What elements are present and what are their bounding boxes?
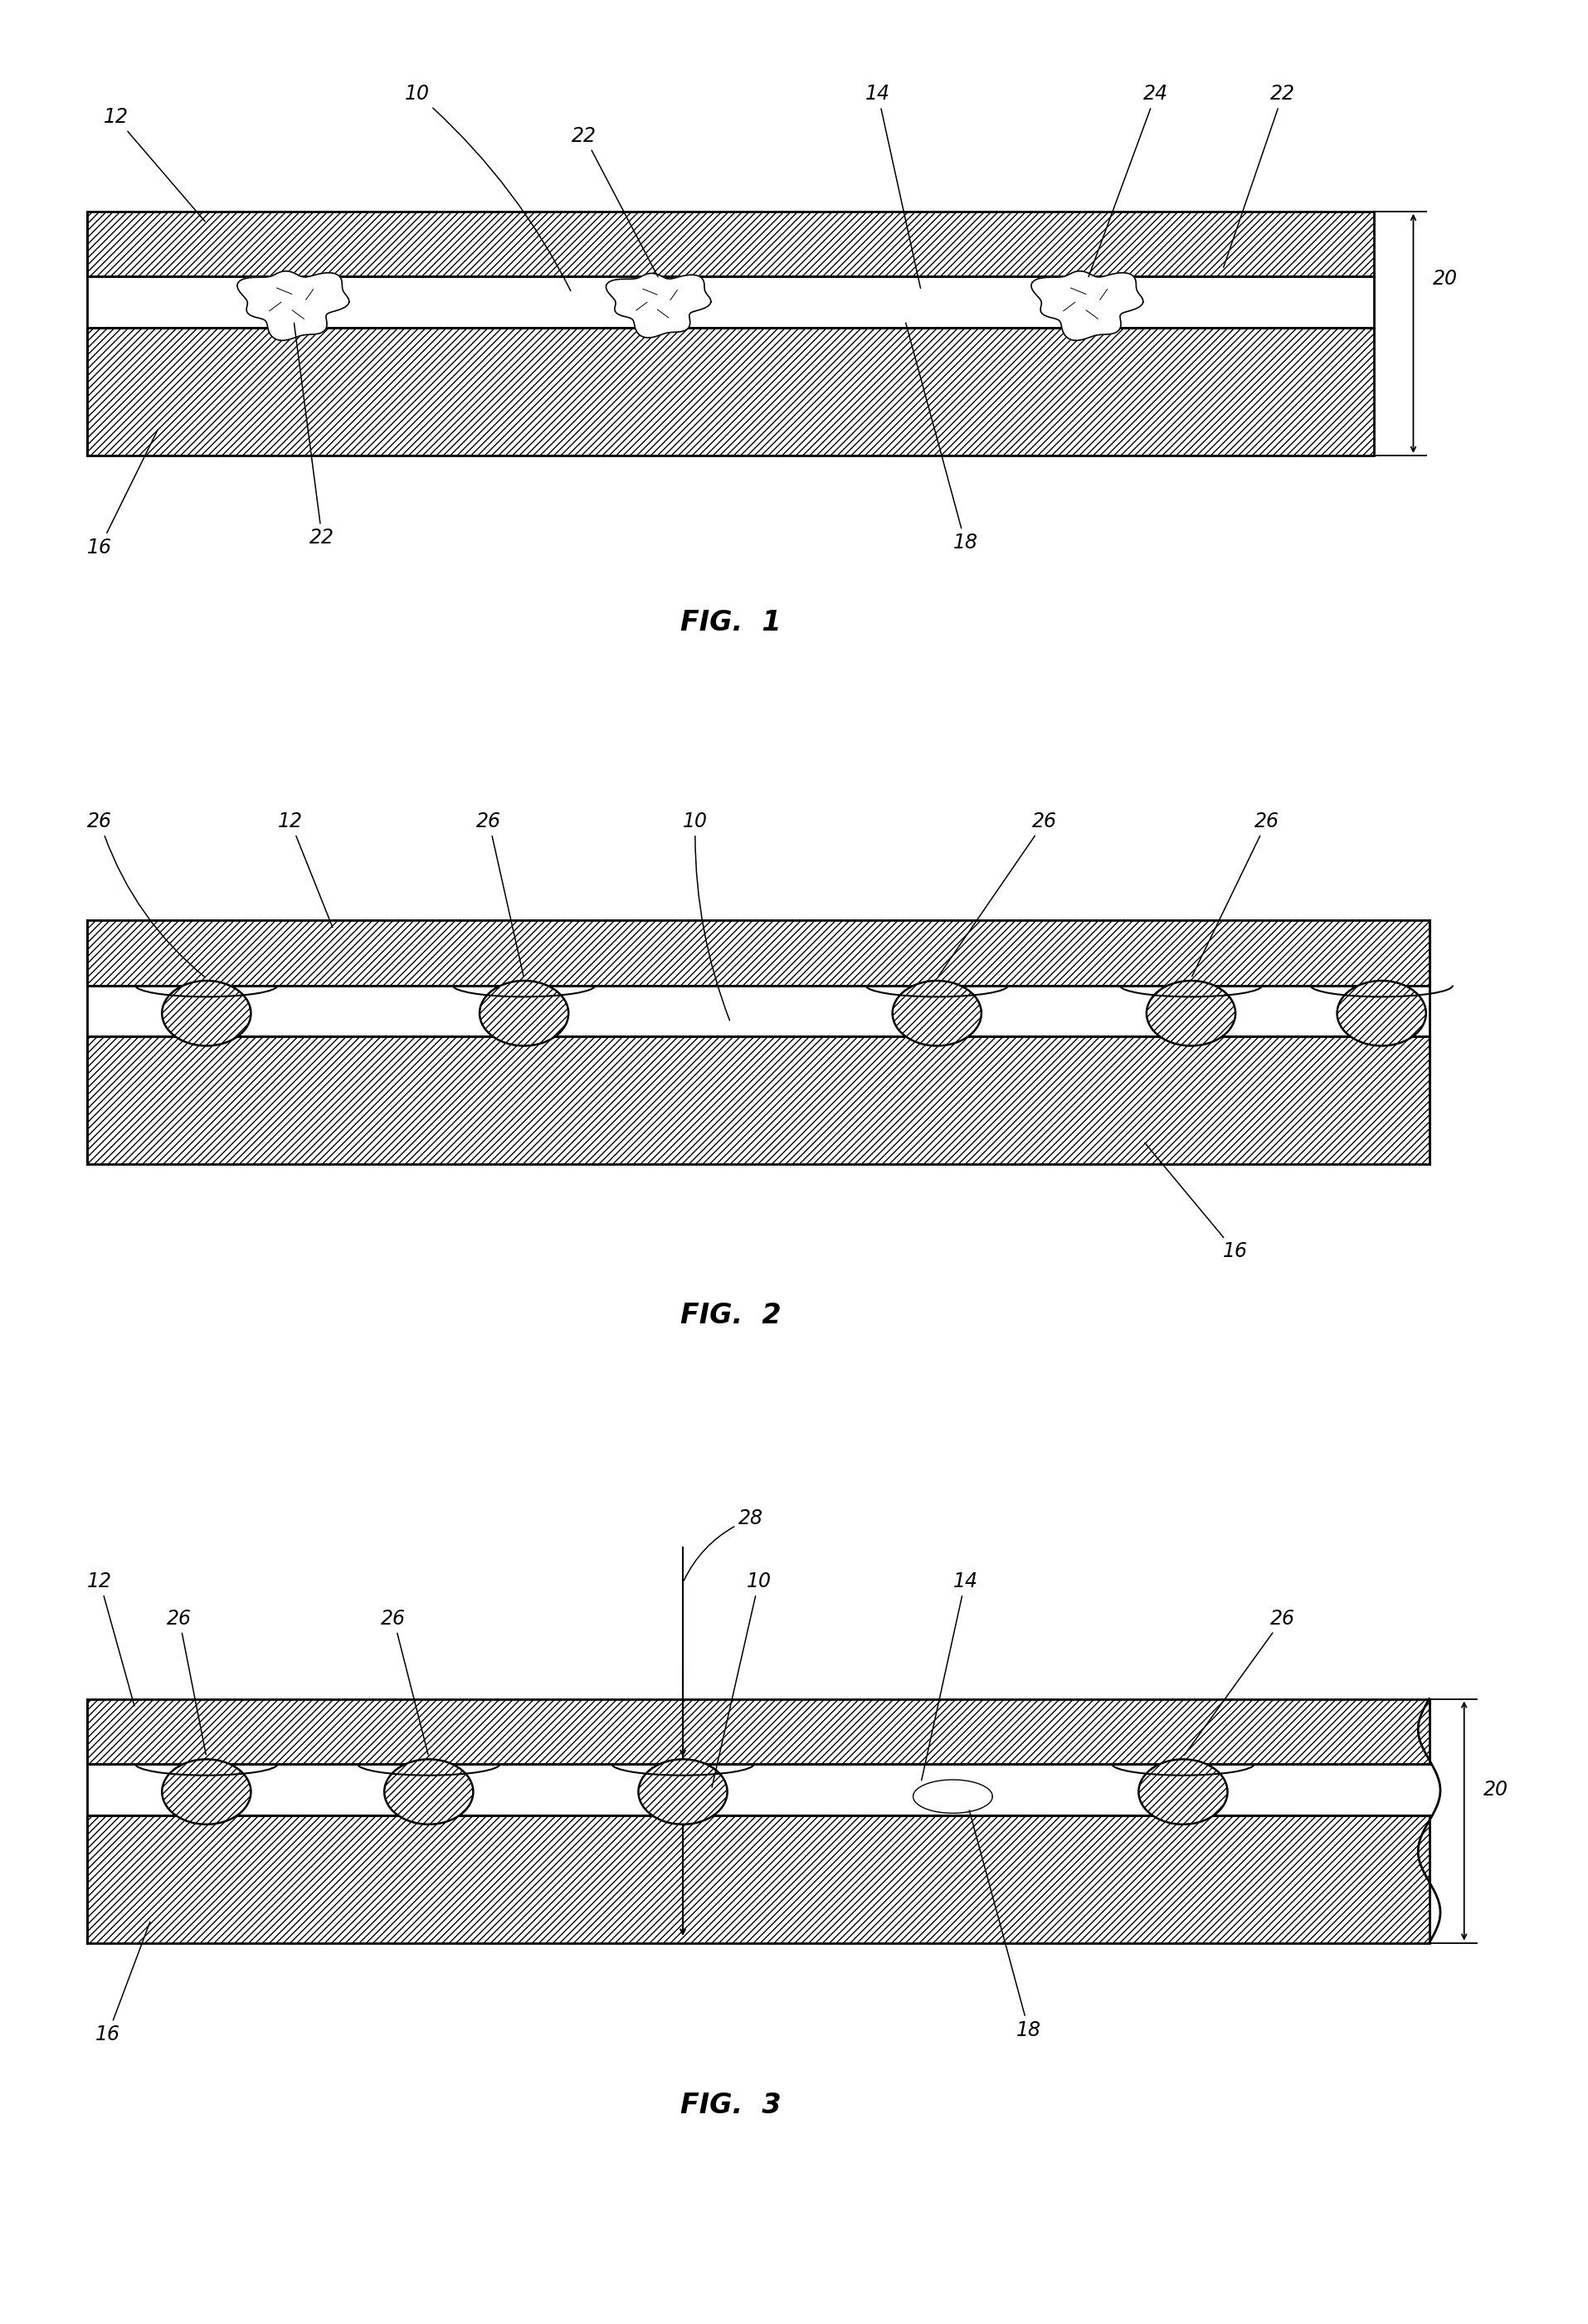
Text: 26: 26 bbox=[87, 811, 205, 976]
Bar bbox=[87, 1037, 1429, 1164]
Text: 26: 26 bbox=[939, 811, 1058, 976]
Text: 14: 14 bbox=[865, 84, 921, 288]
Text: 18: 18 bbox=[969, 1810, 1042, 2040]
Ellipse shape bbox=[162, 981, 251, 1046]
Polygon shape bbox=[913, 1780, 992, 1813]
Ellipse shape bbox=[162, 1759, 251, 1824]
Polygon shape bbox=[607, 274, 711, 337]
Polygon shape bbox=[1031, 272, 1143, 339]
Bar bbox=[87, 1815, 1429, 1943]
Text: 20: 20 bbox=[1432, 270, 1458, 288]
Text: 28: 28 bbox=[684, 1508, 764, 1580]
Text: 22: 22 bbox=[1223, 84, 1296, 267]
Text: 12: 12 bbox=[278, 811, 332, 927]
Ellipse shape bbox=[1147, 981, 1235, 1046]
Text: 16: 16 bbox=[87, 430, 157, 558]
Text: 18: 18 bbox=[905, 323, 978, 553]
Bar bbox=[87, 277, 1374, 328]
Text: 22: 22 bbox=[572, 125, 657, 277]
Ellipse shape bbox=[638, 1759, 727, 1824]
Text: 10: 10 bbox=[711, 1571, 772, 1787]
Ellipse shape bbox=[1139, 1759, 1228, 1824]
Text: FIG.  1: FIG. 1 bbox=[680, 609, 781, 637]
Bar bbox=[87, 920, 1429, 985]
Text: 26: 26 bbox=[1185, 1608, 1296, 1755]
Text: 24: 24 bbox=[1089, 84, 1169, 277]
Text: 16: 16 bbox=[1145, 1143, 1248, 1262]
Bar bbox=[87, 211, 1374, 277]
Text: 16: 16 bbox=[95, 1922, 149, 2045]
Text: 10: 10 bbox=[683, 811, 729, 1020]
Ellipse shape bbox=[892, 981, 981, 1046]
Text: 26: 26 bbox=[1193, 811, 1280, 976]
Text: 26: 26 bbox=[381, 1608, 429, 1755]
Bar bbox=[87, 1699, 1429, 1764]
Text: 26: 26 bbox=[476, 811, 524, 976]
Ellipse shape bbox=[384, 1759, 473, 1824]
Text: 26: 26 bbox=[167, 1608, 206, 1755]
Bar bbox=[87, 985, 1429, 1037]
Text: 10: 10 bbox=[405, 84, 570, 290]
Bar bbox=[87, 328, 1374, 456]
Polygon shape bbox=[237, 272, 349, 339]
Text: FIG.  3: FIG. 3 bbox=[680, 2092, 781, 2119]
Text: FIG.  2: FIG. 2 bbox=[680, 1301, 781, 1329]
Text: 12: 12 bbox=[87, 1571, 135, 1706]
Text: 20: 20 bbox=[1483, 1780, 1509, 1799]
Bar bbox=[87, 1764, 1429, 1815]
Ellipse shape bbox=[480, 981, 569, 1046]
Ellipse shape bbox=[1337, 981, 1426, 1046]
Text: 12: 12 bbox=[103, 107, 205, 221]
Text: 14: 14 bbox=[921, 1571, 978, 1780]
Text: 22: 22 bbox=[294, 323, 335, 548]
